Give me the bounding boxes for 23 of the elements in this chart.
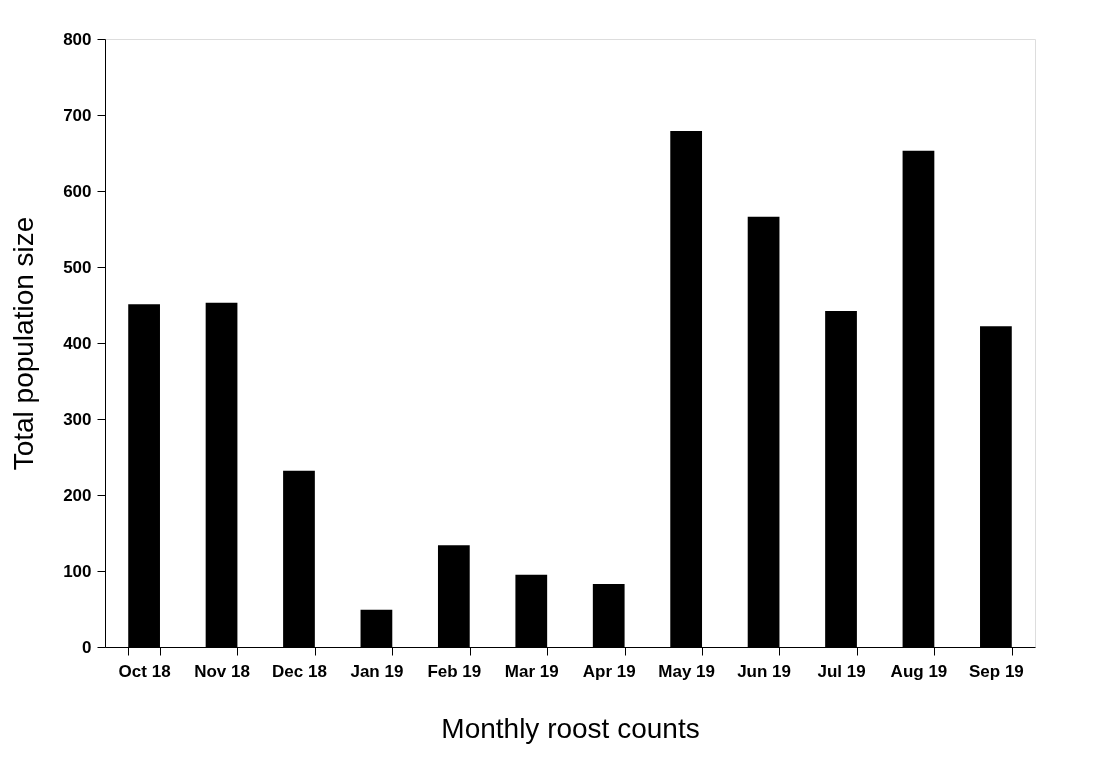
x-tick-label: Jan 19 — [350, 661, 404, 681]
y-tick-label: 800 — [63, 29, 92, 49]
x-tick-label: Jun 19 — [737, 661, 792, 681]
y-tick-label: 600 — [63, 181, 92, 201]
y-tick-label: 400 — [63, 333, 92, 353]
y-tick-label: 100 — [63, 561, 92, 581]
x-tick-label: Oct 18 — [118, 661, 171, 681]
x-tick-label: Nov 18 — [194, 661, 250, 681]
x-tick-label: Jul 19 — [817, 661, 866, 681]
x-tick-label: Feb 19 — [427, 661, 482, 681]
y-tick-label: 200 — [63, 485, 92, 505]
x-tick-label: May 19 — [658, 661, 715, 681]
y-axis-title: Total population size — [8, 216, 40, 471]
x-tick-label: Aug 19 — [890, 661, 948, 681]
x-tick-label: Apr 19 — [582, 661, 636, 681]
y-tick-label: 300 — [63, 409, 92, 429]
x-tick-label: Mar 19 — [504, 661, 559, 681]
y-tick-label: 0 — [82, 637, 92, 657]
y-tick-label: 500 — [63, 257, 92, 277]
x-axis-title: Monthly roost counts — [441, 712, 700, 744]
x-tick-label: Sep 19 — [968, 661, 1024, 681]
y-tick-label: 700 — [63, 105, 92, 125]
x-tick-label: Dec 18 — [272, 661, 327, 681]
